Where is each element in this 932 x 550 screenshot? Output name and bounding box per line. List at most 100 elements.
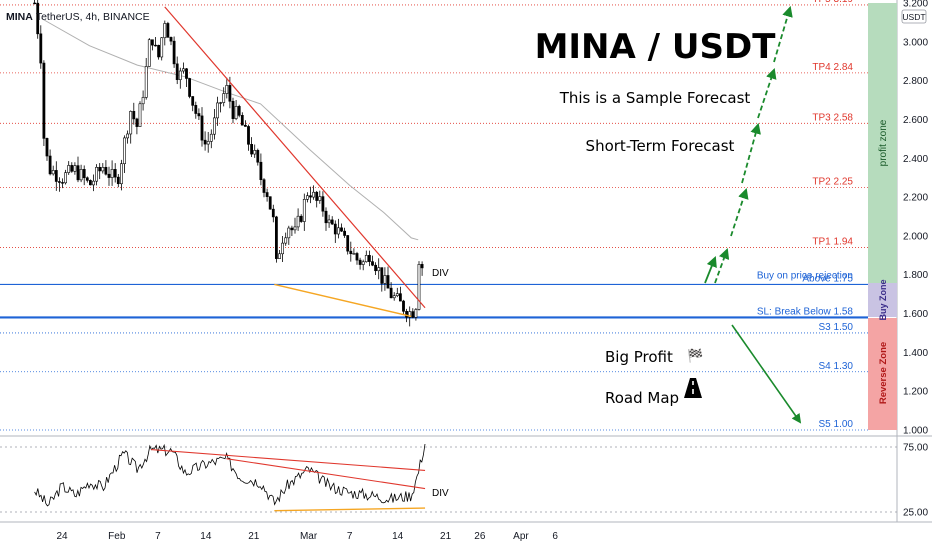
rsi-y-tick-label-0: 75.00: [903, 443, 928, 454]
candle-body: [411, 311, 415, 318]
candle-body: [219, 102, 223, 104]
candle-body: [343, 230, 347, 236]
candle-body: [405, 311, 409, 318]
candle-body: [358, 259, 362, 265]
candle-body: [194, 105, 198, 114]
candle-body: [330, 219, 334, 225]
y-tick-label-9: 1.400: [903, 348, 928, 359]
candle-body: [278, 253, 281, 259]
price-divergence-line: [274, 283, 412, 318]
x-tick-label-7: 14: [392, 531, 404, 542]
candle-body: [309, 195, 312, 198]
candle-body: [85, 177, 89, 181]
candle-body: [36, 2, 40, 35]
candle-body: [234, 106, 238, 119]
forecast-up-arrow-5: [773, 5, 793, 63]
candle-body: [76, 165, 80, 181]
descending-resistance-trendline: [164, 6, 426, 309]
candle-body: [154, 44, 157, 47]
candle-body: [374, 264, 378, 272]
y-tick-label-0: 3.200: [903, 0, 928, 10]
candle-body: [336, 227, 340, 235]
rsi-divergence-label: DIV: [432, 488, 449, 499]
candle-body: [206, 141, 210, 145]
buy-zone: [868, 283, 897, 317]
candle-body: [299, 215, 303, 222]
candle-body: [262, 179, 266, 193]
y-tick-label-10: 1.200: [903, 387, 928, 398]
candle-body: [240, 115, 244, 126]
candle-body: [417, 264, 421, 310]
candle-body: [188, 78, 192, 97]
candle-body: [132, 110, 136, 120]
forecast-up-arrow-1: [714, 247, 730, 284]
candle-body: [231, 100, 235, 119]
candle-body: [377, 267, 381, 272]
candle-body: [333, 223, 337, 235]
candle-body: [287, 227, 291, 239]
big-profit-label: Big Profit: [605, 348, 673, 366]
candle-body: [120, 163, 123, 185]
level-label-9: S4 1.30: [819, 361, 854, 372]
candle-body: [420, 264, 424, 269]
candle-body: [95, 166, 99, 182]
candle-body: [185, 68, 188, 79]
candle-body: [82, 169, 86, 179]
candle-body: [92, 180, 95, 186]
candle-body: [302, 199, 306, 222]
candle-body: [70, 165, 74, 172]
forecast-down-arrow: [731, 324, 802, 424]
y-tick-label-1: 3.000: [903, 37, 928, 48]
candle-body: [107, 173, 111, 178]
candle-body: [209, 133, 213, 142]
road-icon: [684, 378, 702, 398]
reverse-zone-label: Reverse Zone: [878, 342, 889, 404]
candle-body: [64, 172, 68, 184]
candle-body: [315, 191, 319, 201]
chart-symbol-header: MINA TetherUS, 4h, BINANCE: [6, 11, 150, 23]
rsi-line: [34, 443, 426, 507]
candle-body: [327, 219, 331, 224]
x-tick-label-2: 7: [155, 531, 161, 542]
level-label-5: Buy on price rejection: [757, 271, 853, 282]
candle-body: [250, 144, 254, 155]
x-tick-label-1: Feb: [108, 531, 126, 542]
candle-body: [61, 182, 64, 184]
y-tick-label-7: 1.800: [903, 270, 928, 281]
x-tick-label-3: 14: [200, 531, 212, 542]
candle-body: [247, 126, 250, 145]
candle-body: [340, 227, 343, 232]
level-label-6: Above 1.75: [802, 273, 853, 284]
candle-body: [225, 85, 229, 94]
candle-body: [98, 166, 102, 172]
currency-badge: USDT: [902, 12, 925, 22]
candle-body: [101, 167, 105, 172]
candle-body: [200, 115, 204, 141]
candle-body: [296, 215, 300, 228]
candle-body: [402, 300, 405, 312]
symbol-name: MINA: [6, 11, 33, 23]
candle-body: [237, 106, 241, 116]
candle-body: [216, 102, 219, 119]
candle-body: [169, 37, 173, 42]
candle-body: [228, 85, 232, 102]
candle-body: [346, 235, 350, 252]
candle-body: [392, 295, 396, 299]
candle-body: [364, 255, 368, 263]
candle-body: [305, 195, 309, 200]
candle-body: [256, 150, 260, 163]
y-tick-label-8: 1.600: [903, 309, 928, 320]
candle-body: [398, 293, 402, 302]
candle-body: [138, 103, 142, 127]
candle-body: [191, 96, 195, 106]
candle-body: [79, 169, 83, 181]
candle-body: [222, 93, 226, 103]
candle-body: [371, 261, 374, 266]
candle-body: [175, 63, 179, 80]
candle-body: [293, 226, 297, 231]
level-label-3: TP2 2.25: [812, 176, 853, 187]
candle-body: [166, 23, 170, 38]
candle-body: [129, 110, 133, 135]
x-tick-label-0: 24: [56, 531, 68, 542]
candle-body: [33, 2, 37, 5]
